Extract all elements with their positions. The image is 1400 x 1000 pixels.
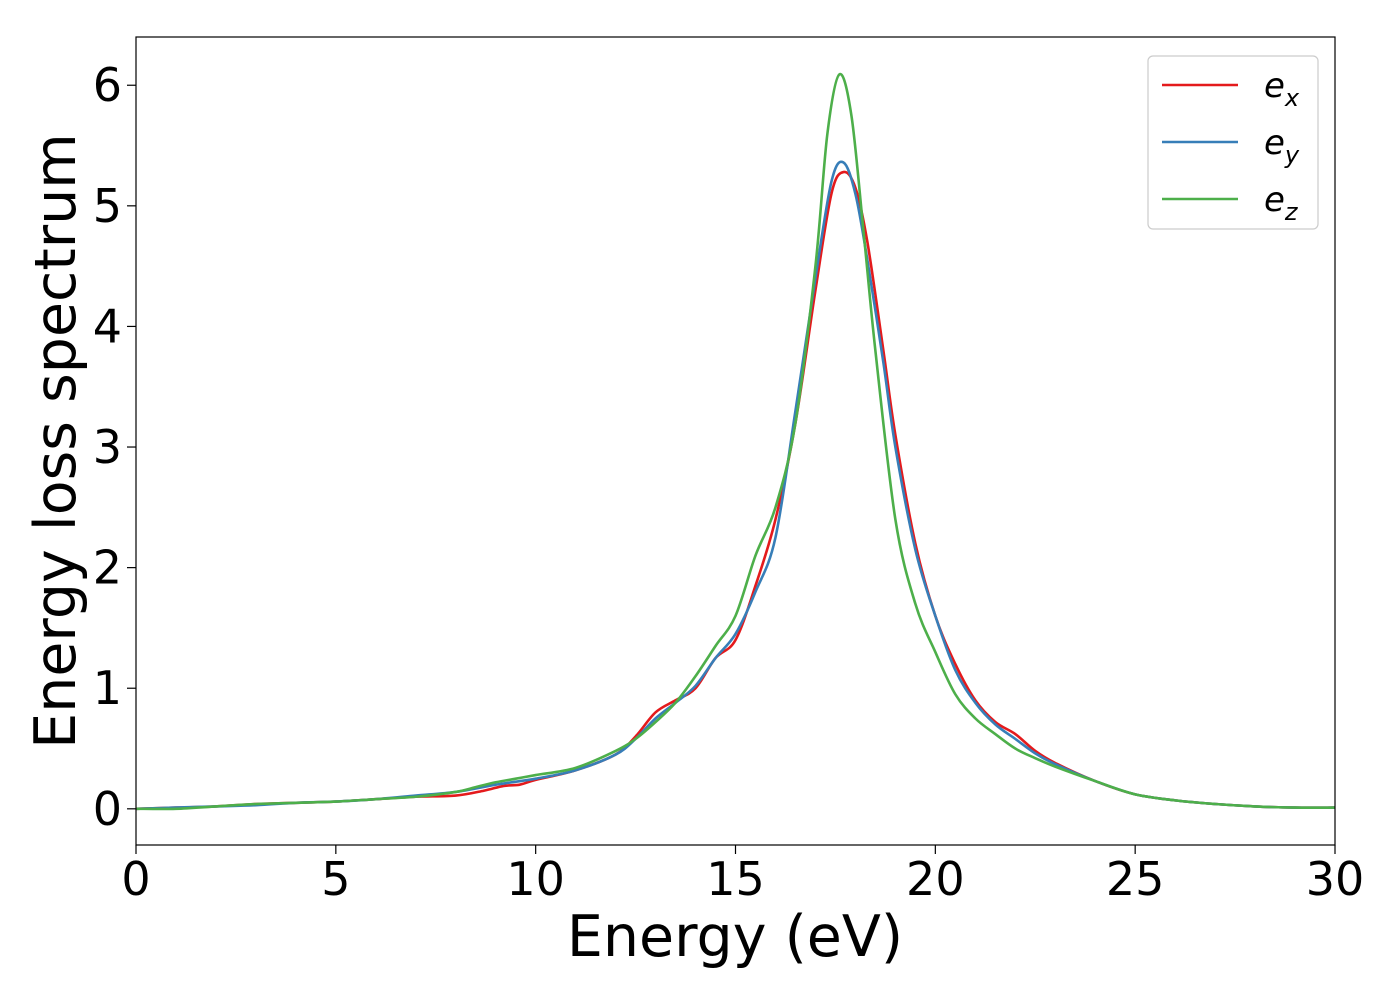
x-tick-label: 10 [506,852,565,906]
y-tick-label: 4 [93,299,122,353]
legend-label-x: ex [1264,66,1300,112]
x-tick-label: 30 [1306,852,1365,906]
y-tick-label: 2 [93,541,122,595]
y-axis-title: Energy loss spectrum [23,133,89,749]
y-tick-label: 3 [93,420,122,474]
series-line-z [135,72,1336,811]
x-tick-label: 15 [706,852,765,906]
x-tick-label: 0 [121,852,150,906]
x-axis: 0 5 10 15 20 25 30 [121,845,1364,906]
x-tick-label: 20 [906,852,965,906]
legend: ex ey ez [1147,55,1319,230]
y-tick-label: 1 [93,661,122,715]
y-tick-label: 5 [93,179,122,233]
legend-label-z: ez [1264,180,1299,226]
x-tick-label: 5 [321,852,350,906]
series-layer [135,72,1336,811]
y-tick-label: 0 [93,782,122,836]
x-axis-title: Energy (eV) [567,904,903,970]
y-tick-label: 6 [93,58,122,112]
x-tick-label: 25 [1106,852,1165,906]
legend-label-y: ey [1264,123,1300,169]
y-axis: 0 1 2 3 4 5 6 [93,58,136,836]
